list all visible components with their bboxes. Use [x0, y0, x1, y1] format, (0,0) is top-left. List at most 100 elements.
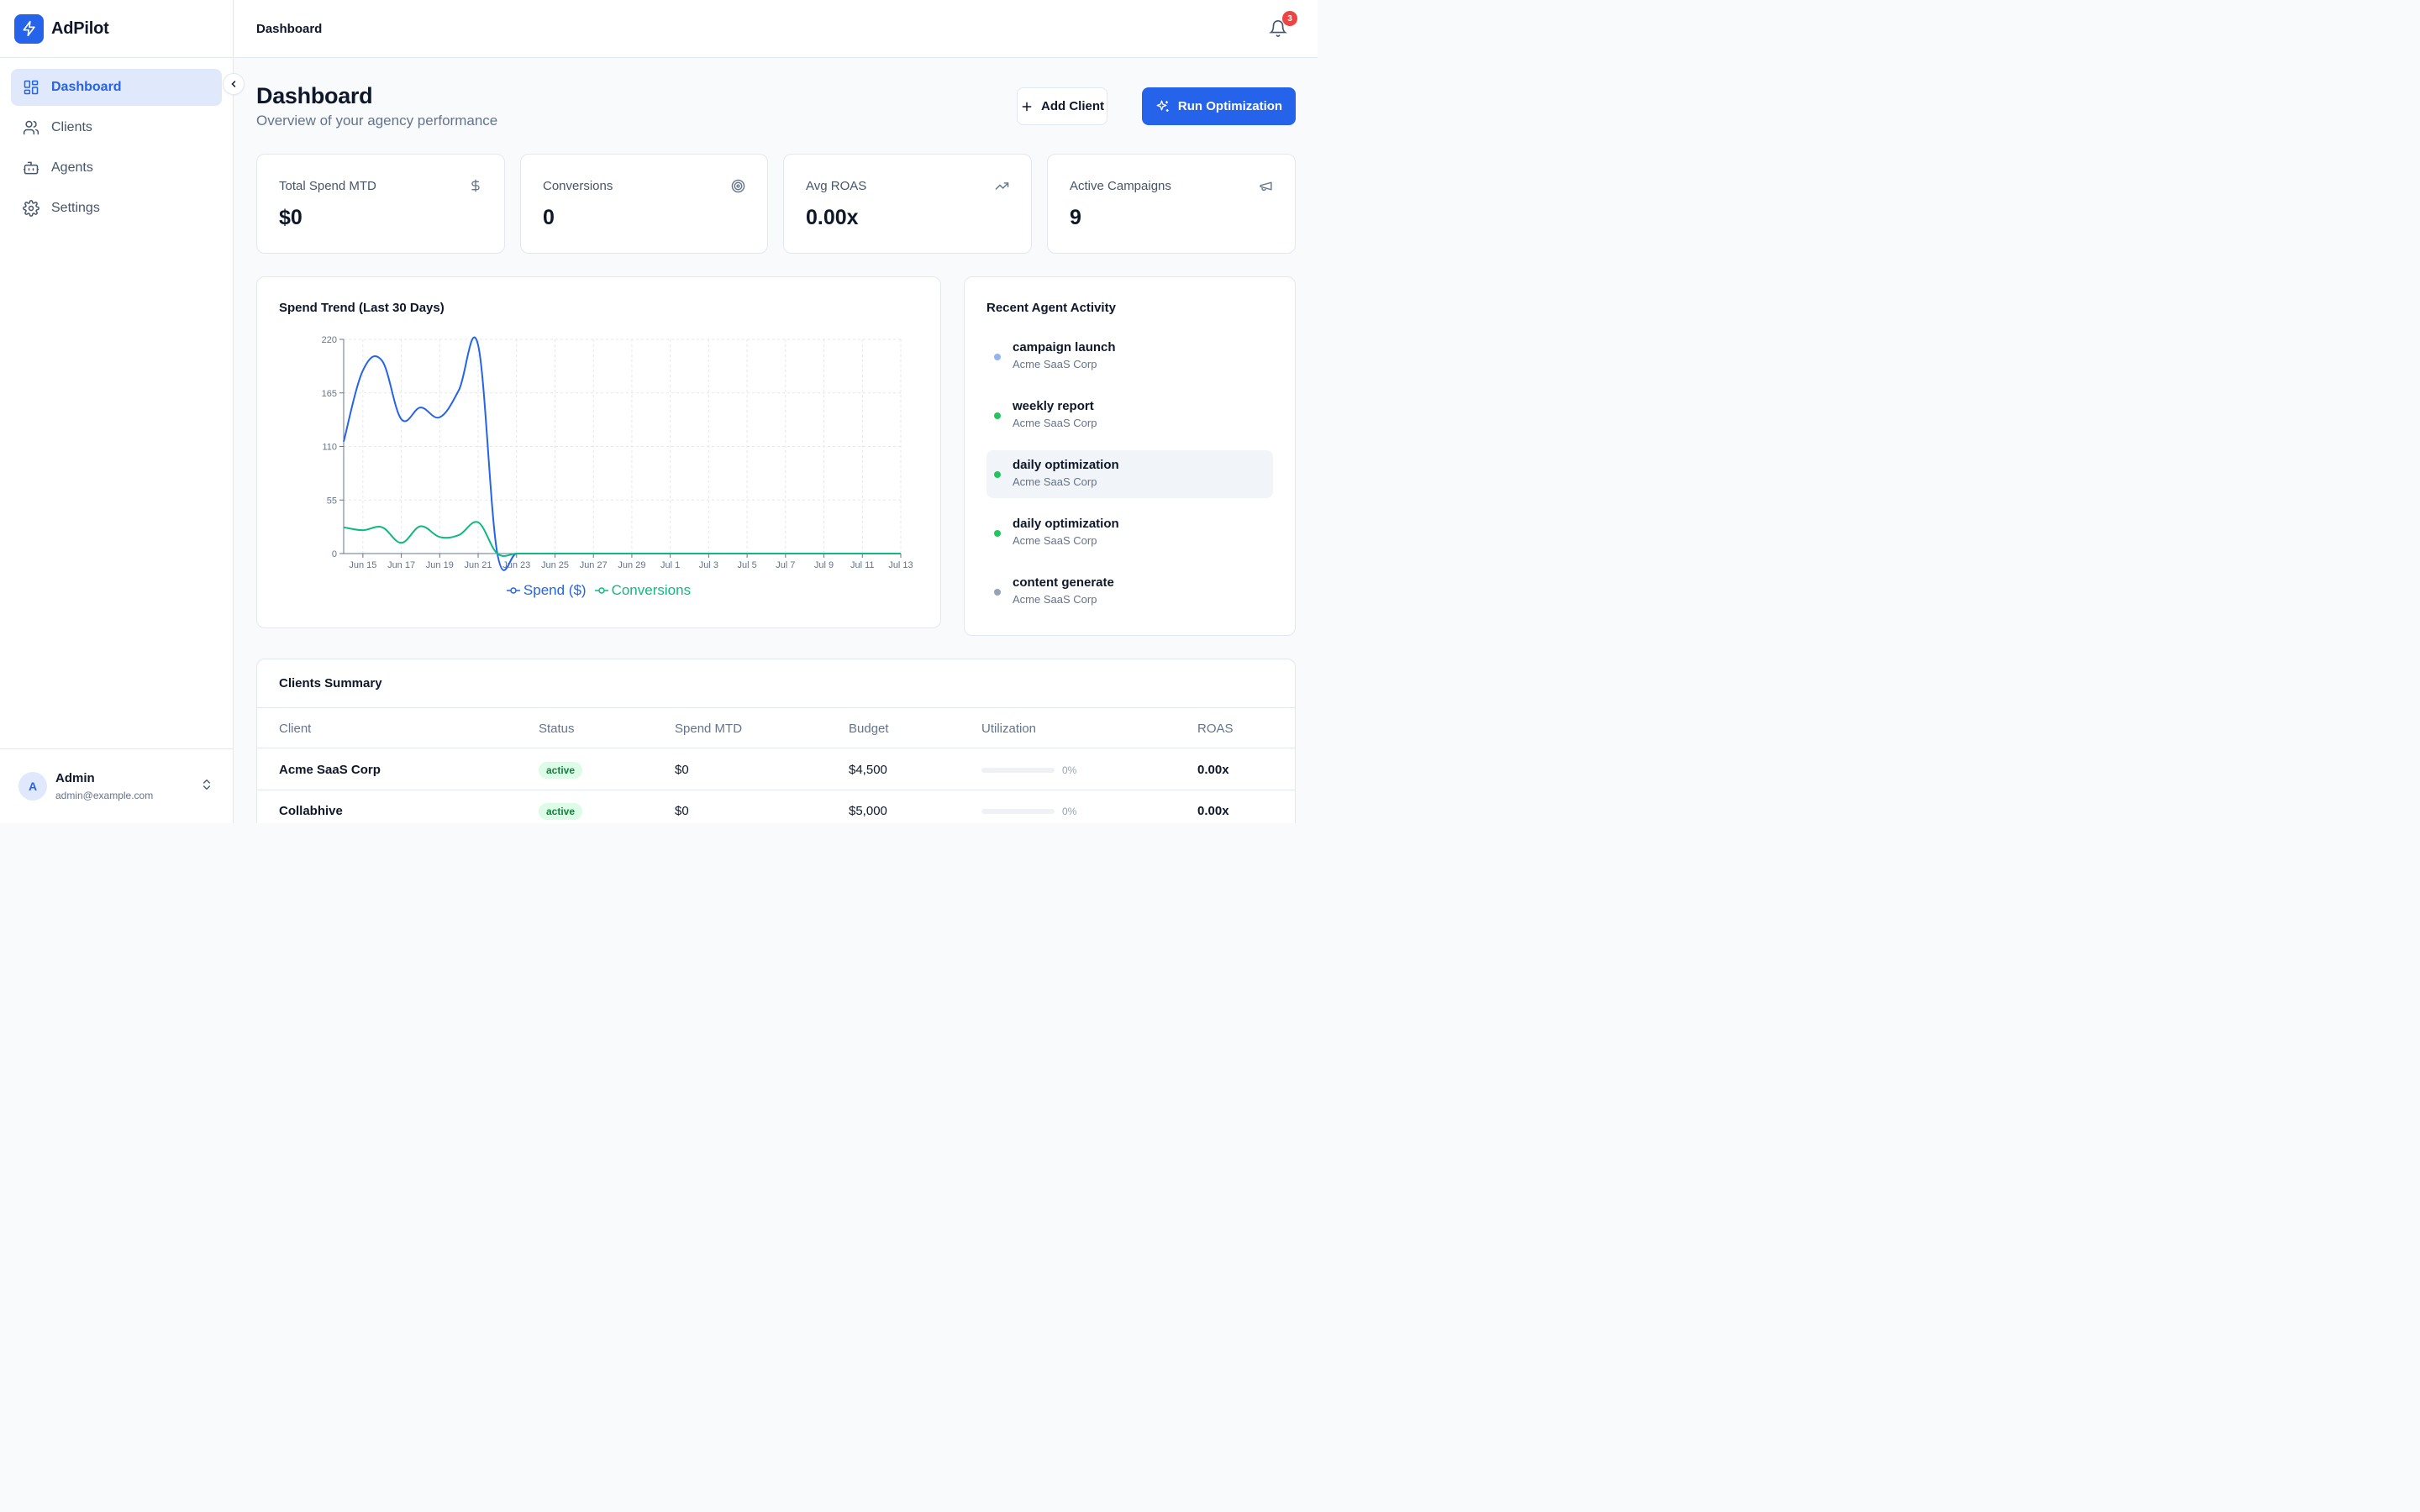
stat-value: 0	[543, 206, 555, 229]
status-dot	[994, 589, 1001, 596]
bot-icon	[23, 160, 39, 176]
spend-cell: $0	[675, 763, 689, 777]
bell-icon[interactable]	[1269, 19, 1289, 39]
stat-value: 0.00x	[806, 206, 859, 229]
sidebar-item-dashboard[interactable]: Dashboard	[11, 69, 222, 106]
activity-item-client: Acme SaaS Corp	[1013, 475, 1097, 488]
activity-item-client: Acme SaaS Corp	[1013, 417, 1097, 429]
legend-label: Conversions	[611, 582, 692, 598]
sparkles-icon	[1155, 99, 1171, 114]
activity-item-title: weekly report	[1013, 399, 1094, 413]
stat-value: $0	[279, 206, 302, 229]
user-name: Admin	[55, 771, 95, 785]
stat-card-conversions: Conversions 0	[520, 154, 768, 254]
sidebar-nav: Dashboard Clients Agents Settings	[0, 58, 233, 241]
activity-item[interactable]: weekly report Acme SaaS Corp	[986, 391, 1273, 439]
utilization-cell: 0%	[981, 749, 1076, 790]
chevrons-up-down-icon[interactable]	[200, 778, 213, 791]
brand[interactable]: AdPilot	[0, 0, 233, 58]
activity-item-title: daily optimization	[1013, 458, 1119, 472]
stat-label: Conversions	[543, 179, 613, 193]
activity-item-title: daily optimization	[1013, 517, 1119, 531]
lightning-bolt-icon	[14, 13, 44, 44]
stat-label: Total Spend MTD	[279, 179, 376, 193]
stat-card-active-campaigns: Active Campaigns 9	[1047, 154, 1296, 254]
activity-item-client: Acme SaaS Corp	[1013, 593, 1097, 606]
activity-item[interactable]: daily optimization Acme SaaS Corp	[986, 509, 1273, 557]
page-subtitle: Overview of your agency performance	[256, 113, 498, 129]
utilization-bar	[981, 767, 1055, 773]
y-tick-label: 55	[327, 496, 337, 506]
spend-trend-chart: 0 55 110 165 220 Jun 15 Jun 17 Jun 19 Jun 21 Jun …	[322, 335, 913, 571]
x-tick-label: Jul 9	[814, 560, 834, 570]
x-tick-label: Jul 3	[699, 560, 718, 570]
spend-trend-card: Spend Trend (Last 30 Days) 0 55 110 165 220 J…	[256, 276, 941, 628]
x-tick-label: Jun 15	[349, 560, 376, 570]
status-badge: active	[539, 802, 583, 820]
legend-item-conversions[interactable]: Conversions	[594, 582, 692, 599]
budget-cell: $5,000	[849, 804, 887, 818]
stat-card-total-spend: Total Spend MTD $0	[256, 154, 505, 254]
column-header[interactable]: Spend MTD	[675, 722, 743, 736]
y-tick-label: 165	[322, 389, 337, 399]
x-tick-label: Jul 11	[850, 560, 875, 570]
sidebar-item-agents[interactable]: Agents	[11, 150, 222, 186]
column-header[interactable]: Status	[539, 722, 575, 736]
table-header: Client Status Spend MTD Budget Utilizati…	[257, 707, 1295, 748]
utilization-cell: 0%	[981, 790, 1076, 823]
topbar: Dashboard	[234, 0, 1318, 58]
table-row[interactable]: Collabhive active $0 $5,000 0% 0.00x	[257, 790, 1295, 823]
run-optimization-label: Run Optimization	[1177, 99, 1283, 113]
x-tick-label: Jul 5	[737, 560, 756, 570]
budget-cell: $4,500	[849, 763, 887, 777]
x-tick-label: Jul 1	[660, 560, 680, 570]
utilization-text: 0%	[1062, 764, 1077, 776]
activity-item[interactable]: campaign launch Acme SaaS Corp	[986, 333, 1273, 381]
activity-item-title: content generate	[1013, 575, 1114, 590]
activity-list: campaign launch Acme SaaS Corp weekly re…	[986, 333, 1273, 627]
sidebar-item-settings[interactable]: Settings	[11, 190, 222, 227]
sidebar-item-clients[interactable]: Clients	[11, 109, 222, 146]
legend-item-spend[interactable]: Spend ($)	[506, 582, 587, 599]
run-optimization-button[interactable]: Run Optimization	[1142, 87, 1296, 125]
roas-cell: 0.00x	[1197, 804, 1229, 818]
table-title: Clients Summary	[279, 676, 382, 690]
activity-title: Recent Agent Activity	[986, 301, 1116, 315]
roas-cell: 0.00x	[1197, 763, 1229, 777]
stat-value: 9	[1070, 206, 1081, 229]
plus-icon	[1020, 100, 1034, 113]
column-header[interactable]: Utilization	[981, 722, 1037, 736]
legend-label: Spend ($)	[523, 582, 587, 598]
dollar-icon	[469, 179, 482, 192]
activity-item-title: campaign launch	[1013, 340, 1116, 354]
x-tick-label: Jul 13	[888, 560, 913, 570]
activity-item[interactable]: daily optimization Acme SaaS Corp	[986, 450, 1273, 498]
stat-label: Avg ROAS	[806, 179, 867, 193]
chart-title: Spend Trend (Last 30 Days)	[279, 301, 445, 315]
avatar: A	[18, 772, 47, 801]
sidebar-item-label: Dashboard	[51, 80, 122, 94]
activity-item[interactable]: content generate Acme SaaS Corp	[986, 568, 1273, 616]
column-header[interactable]: Budget	[849, 722, 889, 736]
table-row[interactable]: Acme SaaS Corp active $0 $4,500 0% 0.00x	[257, 749, 1295, 790]
column-header[interactable]: Client	[279, 722, 312, 736]
add-client-button[interactable]: Add Client	[1017, 87, 1107, 125]
x-tick-label: Jun 29	[618, 560, 645, 570]
status-cell: active	[539, 749, 583, 790]
megaphone-icon	[1259, 179, 1273, 193]
activity-item-client: Acme SaaS Corp	[1013, 358, 1097, 370]
trending-up-icon	[995, 179, 1009, 193]
client-name[interactable]: Collabhive	[279, 804, 343, 818]
notification-badge: 3	[1282, 11, 1297, 26]
status-cell: active	[539, 790, 583, 823]
utilization-bar	[981, 808, 1055, 814]
add-client-label: Add Client	[1041, 99, 1104, 113]
user-menu[interactable]: A Admin admin@example.com	[0, 748, 234, 823]
line-marker-icon	[594, 587, 608, 594]
page-title: Dashboard	[256, 83, 373, 108]
client-name[interactable]: Acme SaaS Corp	[279, 763, 381, 777]
column-header[interactable]: ROAS	[1197, 722, 1234, 736]
breadcrumb: Dashboard	[256, 21, 323, 36]
collapse-sidebar-button[interactable]	[223, 73, 245, 95]
utilization-text: 0%	[1062, 805, 1077, 817]
